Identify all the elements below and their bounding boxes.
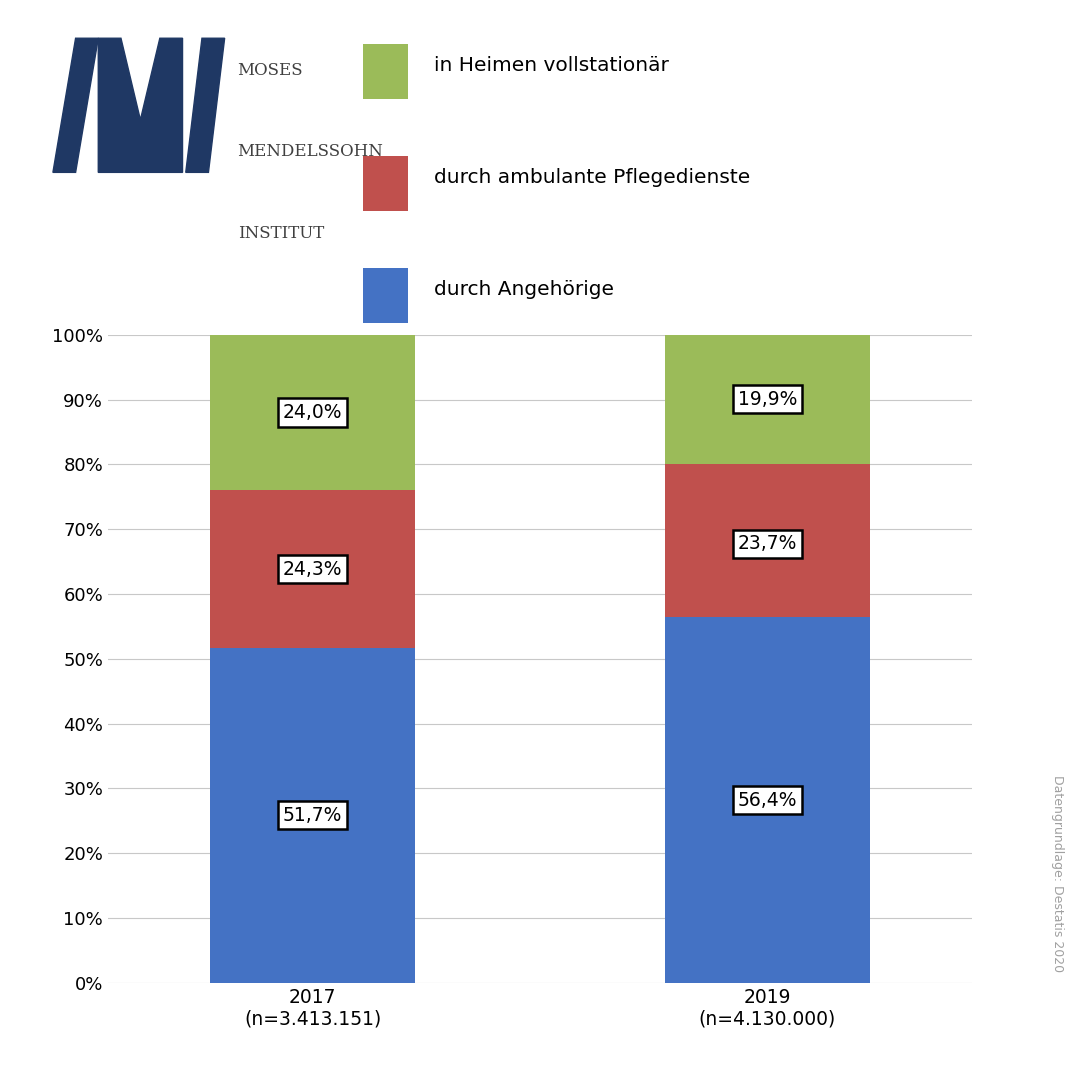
Text: Datengrundlage: Destatis 2020: Datengrundlage: Destatis 2020 (1051, 774, 1064, 972)
Text: in Heimen vollstationär: in Heimen vollstationär (434, 56, 669, 76)
Text: 24,0%: 24,0% (283, 403, 342, 422)
Bar (665, 618, 869, 983)
FancyBboxPatch shape (363, 157, 408, 211)
Text: MOSES: MOSES (238, 62, 303, 79)
Bar (665, 335, 869, 463)
Polygon shape (186, 38, 225, 173)
Bar (211, 490, 415, 648)
Bar (211, 335, 415, 490)
Bar (211, 648, 415, 983)
Text: 51,7%: 51,7% (283, 806, 342, 825)
Text: durch Angehörige: durch Angehörige (434, 280, 615, 299)
Text: 23,7%: 23,7% (738, 535, 797, 553)
Text: 56,4%: 56,4% (738, 791, 797, 810)
Text: MENDELSSOHN: MENDELSSOHN (238, 144, 383, 160)
Text: 24,3%: 24,3% (283, 559, 342, 579)
Polygon shape (53, 38, 98, 173)
FancyBboxPatch shape (363, 44, 408, 99)
Polygon shape (98, 38, 183, 173)
Text: 19,9%: 19,9% (738, 390, 797, 408)
Bar (665, 463, 869, 618)
Text: INSTITUT: INSTITUT (238, 225, 324, 242)
Text: durch ambulante Pflegedienste: durch ambulante Pflegedienste (434, 168, 751, 187)
FancyBboxPatch shape (363, 268, 408, 323)
